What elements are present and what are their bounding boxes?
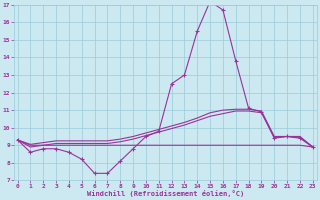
X-axis label: Windchill (Refroidissement éolien,°C): Windchill (Refroidissement éolien,°C) [87, 190, 244, 197]
